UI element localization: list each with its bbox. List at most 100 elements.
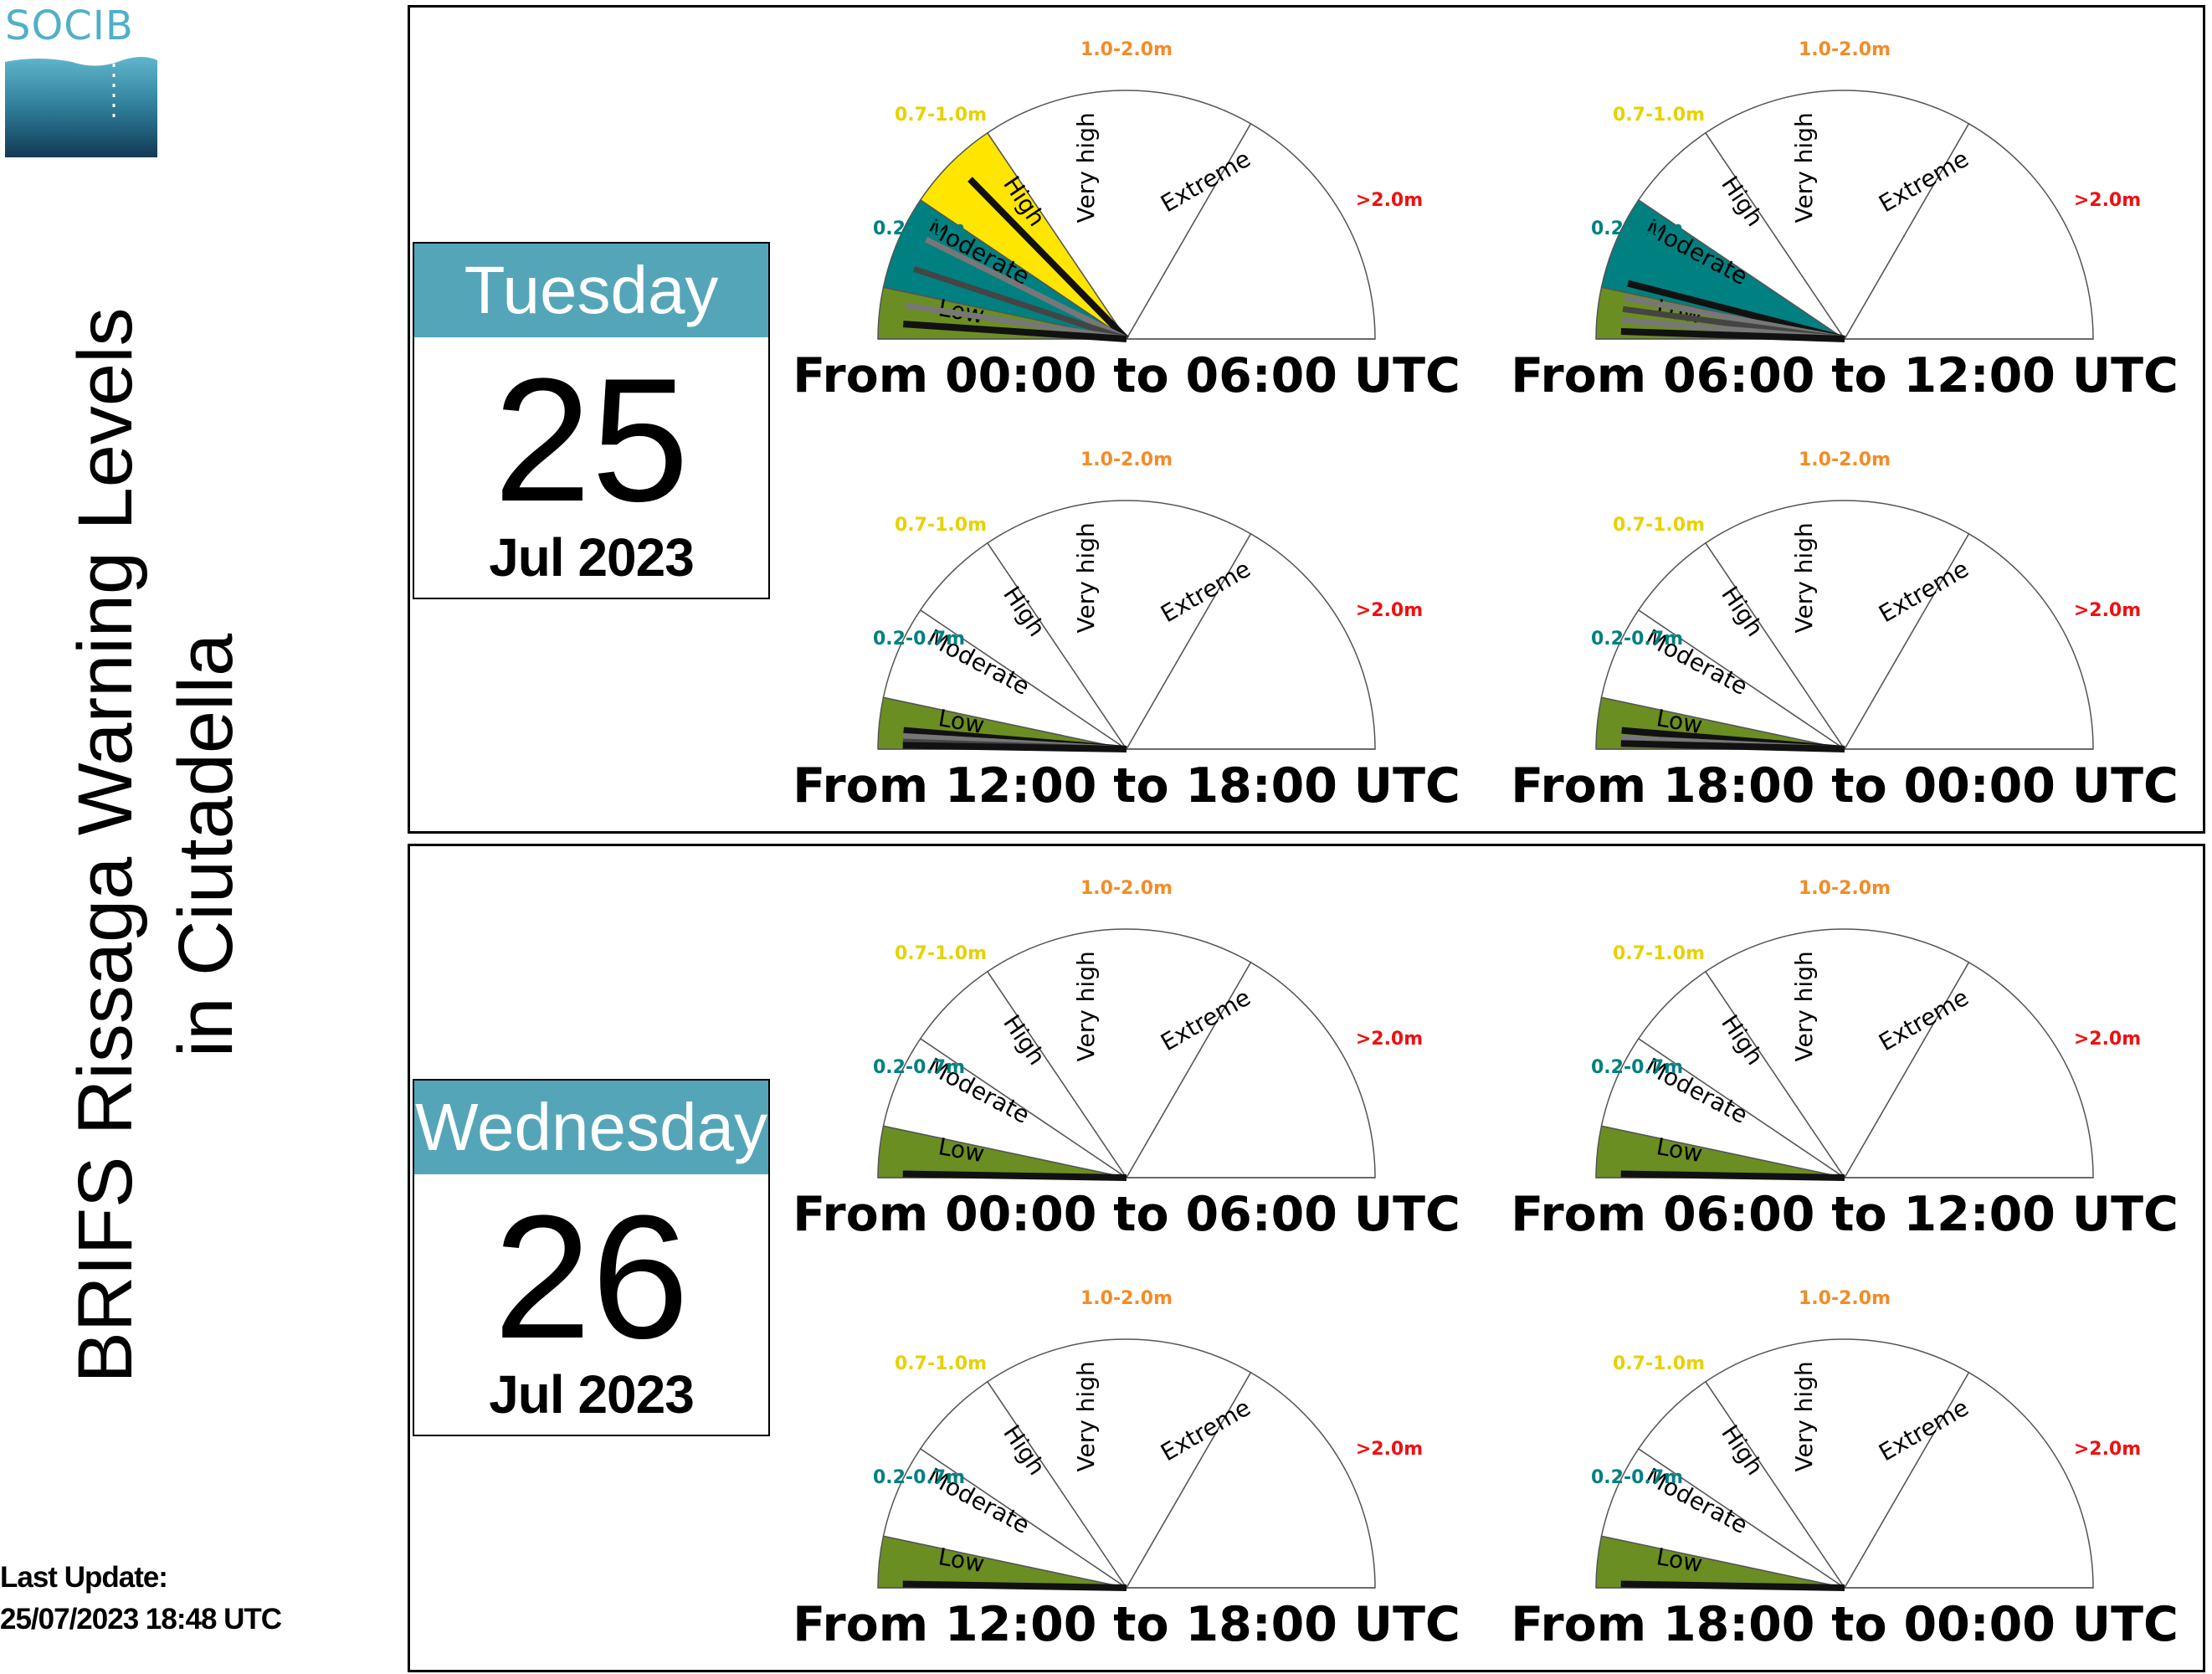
last-update-value: 25/07/2023 18:48 UTC bbox=[0, 1603, 282, 1635]
sector-extreme bbox=[1125, 1371, 1376, 1589]
sector-label: Very high bbox=[1072, 1361, 1100, 1471]
needle bbox=[925, 237, 1128, 342]
range-label: 1.0-2.0m bbox=[1799, 1288, 1891, 1309]
date-card: Wednesday 26 Jul 2023 bbox=[413, 1079, 770, 1436]
range-label: >2.0m bbox=[2074, 1439, 2141, 1460]
sector-very-high bbox=[1704, 1338, 1970, 1589]
sector-extreme bbox=[1843, 1371, 2094, 1589]
sector-very-high bbox=[1704, 90, 1970, 341]
day-number: 25 bbox=[493, 341, 690, 538]
sector-extreme bbox=[1125, 122, 1376, 340]
range-label: >2.0m bbox=[1356, 1029, 1423, 1050]
day-number: 26 bbox=[493, 1178, 690, 1375]
range-label: >2.0m bbox=[2074, 600, 2141, 621]
sector-extreme bbox=[1125, 532, 1376, 750]
period-label: From 06:00 to 12:00 UTC bbox=[1511, 348, 2179, 403]
weekday-header: Wednesday bbox=[414, 1081, 768, 1174]
range-label: 0.2-0.7m bbox=[1591, 629, 1683, 650]
range-label: 1.0-2.0m bbox=[1080, 878, 1173, 899]
logo-text: SOCIB bbox=[5, 3, 134, 49]
range-label: 1.0-2.0m bbox=[1799, 39, 1891, 60]
range-label: 1.0-2.0m bbox=[1799, 878, 1891, 899]
period-label: From 06:00 to 12:00 UTC bbox=[1511, 1187, 2179, 1242]
needle bbox=[913, 266, 1128, 342]
needle bbox=[902, 1580, 1127, 1591]
sector-very-high bbox=[1704, 500, 1970, 751]
day-panel-tuesday: Tuesday 25 Jul 2023 LowModerateHighVery … bbox=[408, 5, 2205, 834]
month-year: Jul 2023 bbox=[489, 1364, 695, 1425]
range-label: 0.7-1.0m bbox=[1613, 515, 1705, 536]
sector-very-high bbox=[986, 1338, 1252, 1589]
sector-label: Very high bbox=[1072, 951, 1100, 1061]
range-label: 0.2-0.7m bbox=[873, 629, 965, 650]
page-title: BRIFS Rissaga Warning Levels in Ciutadel… bbox=[55, 259, 256, 1431]
title-line-1: BRIFS Rissaga Warning Levels bbox=[63, 307, 148, 1384]
sector-very-high bbox=[986, 500, 1252, 751]
range-label: 0.7-1.0m bbox=[895, 943, 987, 964]
needle bbox=[902, 1170, 1127, 1181]
sector-extreme bbox=[1843, 532, 2094, 750]
logo-wave-graphic bbox=[5, 57, 157, 157]
range-label: 0.7-1.0m bbox=[895, 515, 987, 536]
sector-label: Very high bbox=[1072, 112, 1100, 223]
needle bbox=[902, 742, 1127, 752]
sector-label: Very high bbox=[1790, 522, 1818, 633]
month-year: Jul 2023 bbox=[489, 527, 695, 588]
range-label: 0.2-0.7m bbox=[873, 218, 965, 239]
period-label: From 18:00 to 00:00 UTC bbox=[1511, 758, 2179, 814]
range-label: 0.2-0.7m bbox=[873, 1057, 965, 1078]
sector-very-high bbox=[1704, 928, 1970, 1179]
range-label: 0.2-0.7m bbox=[1591, 1057, 1683, 1078]
period-label: From 18:00 to 00:00 UTC bbox=[1511, 1597, 2179, 1652]
range-label: >2.0m bbox=[2074, 1029, 2141, 1050]
range-label: 1.0-2.0m bbox=[1799, 449, 1891, 470]
sector-label: Very high bbox=[1072, 522, 1100, 633]
sector-label: Very high bbox=[1790, 112, 1818, 223]
period-label: From 12:00 to 18:00 UTC bbox=[793, 758, 1460, 814]
range-label: 1.0-2.0m bbox=[1080, 449, 1173, 470]
period-label: From 00:00 to 06:00 UTC bbox=[793, 1187, 1460, 1242]
sector-extreme bbox=[1843, 961, 2094, 1178]
sector-very-high bbox=[986, 928, 1252, 1179]
day-panel-wednesday: Wednesday 26 Jul 2023 Low Moderate High Ver… bbox=[408, 844, 2205, 1672]
needle bbox=[1620, 740, 1845, 752]
range-label: 0.7-1.0m bbox=[1613, 943, 1705, 964]
sector-label: Very high bbox=[1790, 1361, 1818, 1471]
period-label: From 00:00 to 06:00 UTC bbox=[793, 348, 1460, 403]
period-label: From 12:00 to 18:00 UTC bbox=[793, 1597, 1460, 1652]
date-card: Tuesday 25 Jul 2023 bbox=[413, 242, 770, 599]
range-label: 0.7-1.0m bbox=[1613, 105, 1705, 126]
weekday-header: Tuesday bbox=[414, 244, 768, 337]
last-update: Last Update: 25/07/2023 18:48 UTC bbox=[0, 1557, 368, 1641]
sector-extreme bbox=[1125, 961, 1376, 1178]
range-label: >2.0m bbox=[1356, 600, 1423, 621]
last-update-label: Last Update: bbox=[0, 1561, 168, 1594]
range-label: 0.2-0.7m bbox=[1591, 218, 1683, 239]
range-label: 1.0-2.0m bbox=[1080, 1288, 1173, 1309]
sector-very-high bbox=[986, 90, 1252, 341]
range-label: 0.7-1.0m bbox=[895, 105, 987, 126]
range-label: >2.0m bbox=[2074, 190, 2141, 211]
range-label: >2.0m bbox=[1356, 1439, 1423, 1460]
sector-label: Very high bbox=[1790, 951, 1818, 1061]
range-label: 1.0-2.0m bbox=[1080, 39, 1173, 60]
range-label: 0.7-1.0m bbox=[895, 1353, 987, 1374]
needle bbox=[1620, 328, 1845, 342]
needle bbox=[1620, 1580, 1845, 1591]
range-label: >2.0m bbox=[1356, 190, 1423, 211]
range-label: 0.2-0.7m bbox=[1591, 1467, 1683, 1488]
title-line-2: in Ciutadella bbox=[163, 633, 249, 1058]
sector-extreme bbox=[1843, 122, 2094, 340]
range-label: 0.7-1.0m bbox=[1613, 1353, 1705, 1374]
needle bbox=[903, 321, 1127, 342]
